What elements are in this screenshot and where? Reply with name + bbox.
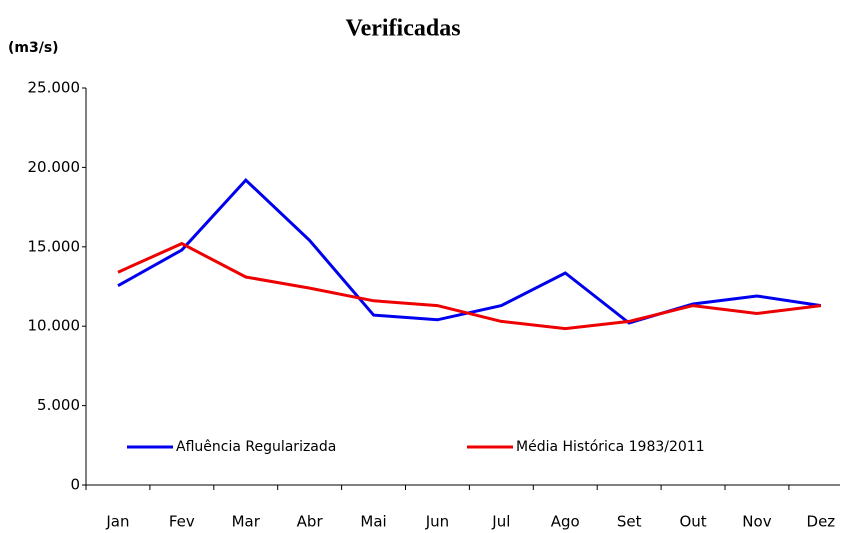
legend-label: Média Histórica 1983/2011 bbox=[516, 439, 705, 455]
x-tick-label: Jun bbox=[425, 513, 449, 531]
series-line bbox=[117, 241, 822, 331]
x-tick-label: Nov bbox=[742, 513, 771, 531]
x-tick-label: Fev bbox=[169, 513, 195, 531]
x-tick-label: Dez bbox=[807, 513, 836, 531]
y-tick-label: 0 bbox=[70, 476, 80, 494]
chart-title: Verificadas bbox=[345, 16, 460, 42]
x-tick-label: Ago bbox=[551, 513, 580, 531]
y-tick-label: 5.000 bbox=[37, 396, 80, 414]
x-tick-label: Mar bbox=[232, 513, 261, 531]
x-tick-label: Mai bbox=[360, 513, 386, 531]
x-tick-label: Jan bbox=[105, 513, 129, 531]
y-tick-label: 15.000 bbox=[28, 237, 81, 255]
legend-label: Afluência Regularizada bbox=[176, 439, 336, 455]
x-tick-label: Set bbox=[617, 513, 642, 531]
y-axis-label: (m3/s) bbox=[8, 40, 59, 56]
y-tick-label: 25.000 bbox=[28, 79, 81, 97]
y-tick-label: 20.000 bbox=[28, 158, 81, 176]
x-tick-label: Jul bbox=[491, 513, 510, 531]
x-tick-label: Abr bbox=[297, 513, 324, 531]
series-line bbox=[117, 177, 822, 325]
y-tick-label: 10.000 bbox=[28, 317, 81, 335]
x-tick-label: Out bbox=[679, 513, 706, 531]
